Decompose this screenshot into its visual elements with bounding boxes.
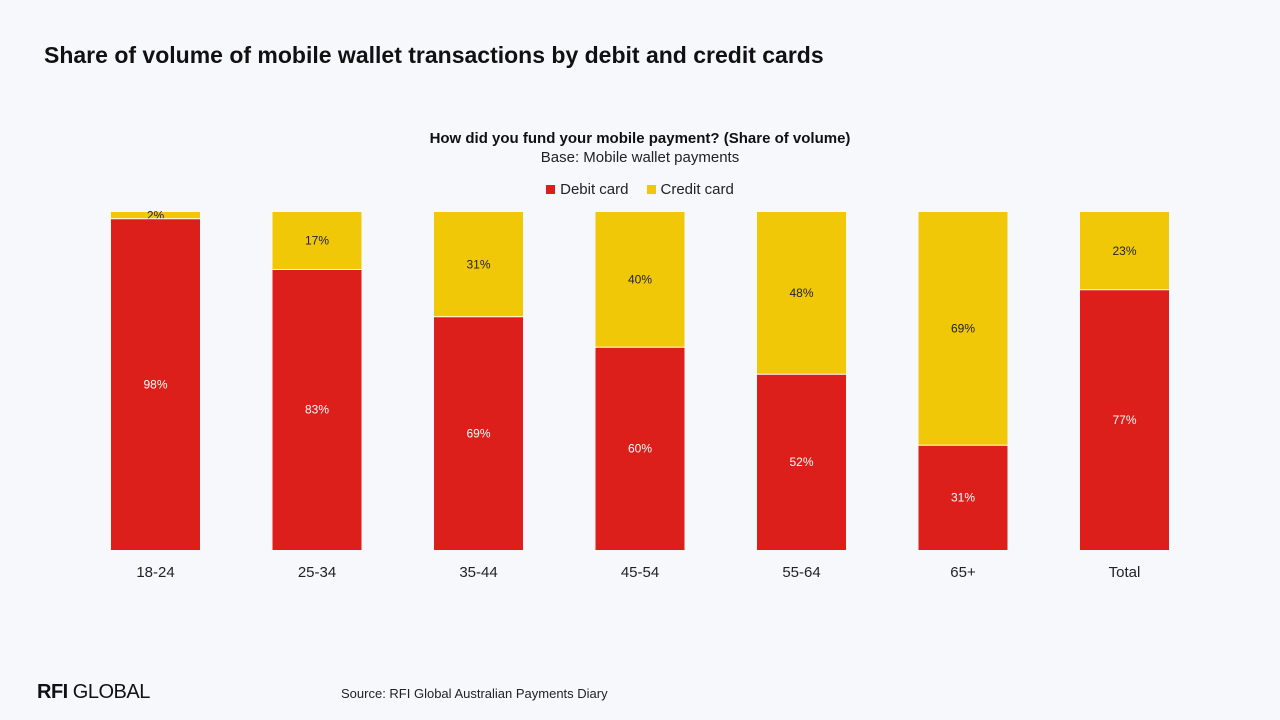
x-tick-label-25-34: 25-34 [298,564,336,581]
bar-debit-18-24 [111,218,200,550]
bar-credit-18-24 [111,212,200,219]
bar-credit-55-64 [757,212,846,375]
x-tick-label-35-44: 35-44 [459,564,497,581]
source-note: Source: RFI Global Australian Payments D… [341,686,608,701]
bar-credit-25-34 [272,212,362,270]
x-tick-label-Total: Total [1109,564,1141,581]
bar-debit-35-44 [434,316,523,550]
chart-subtitle: Base: Mobile wallet payments [540,149,740,166]
rfi-global-logo: RFI GLOBAL [37,681,150,704]
legend-label-debit: Debit card [560,181,629,198]
data-label-credit-65+: 69% [951,322,975,336]
legend-swatch-debit [546,185,556,194]
x-tick-label-65+: 65+ [950,564,976,581]
data-label-debit-25-34: 83% [305,403,329,417]
legend-item-credit: Credit card [646,181,734,198]
legend-item-debit: Debit card [546,181,629,198]
legend-swatch-credit [646,185,656,194]
bar-credit-35-44 [434,212,523,317]
data-label-credit-Total: 23% [1112,244,1136,258]
bar-debit-Total [1080,289,1169,550]
legend-label-credit: Credit card [660,181,734,198]
bar-debit-65+ [918,445,1008,550]
data-label-debit-35-44: 69% [466,426,490,440]
logo-text-bold: RFI [37,681,68,703]
data-label-debit-Total: 77% [1112,413,1136,427]
chart-title: How did you fund your mobile payment? (S… [429,130,851,147]
slide-title: Share of volume of mobile wallet transac… [44,42,824,68]
bar-debit-55-64 [757,374,846,550]
bar-debit-25-34 [272,269,362,550]
x-tick-label-55-64: 55-64 [782,564,820,581]
data-label-credit-25-34: 17% [305,234,329,248]
data-label-credit-35-44: 31% [466,257,490,271]
data-label-credit-45-54: 40% [628,273,652,287]
bar-debit-45-54 [595,347,685,550]
data-label-debit-55-64: 52% [789,455,813,469]
data-label-debit-18-24: 98% [143,377,167,391]
bar-credit-65+ [918,212,1008,446]
logo-text-light: GLOBAL [67,681,151,703]
data-label-credit-55-64: 48% [789,286,813,300]
x-tick-label-18-24: 18-24 [136,564,174,581]
bar-credit-Total [1080,212,1169,290]
chart-legend: Debit card Credit card [0,181,1280,198]
data-label-debit-45-54: 60% [628,442,652,456]
data-label-credit-18-24: 2% [147,208,165,222]
data-label-debit-65+: 31% [951,491,975,505]
bar-credit-45-54 [595,212,685,348]
x-tick-label-45-54: 45-54 [621,564,659,581]
